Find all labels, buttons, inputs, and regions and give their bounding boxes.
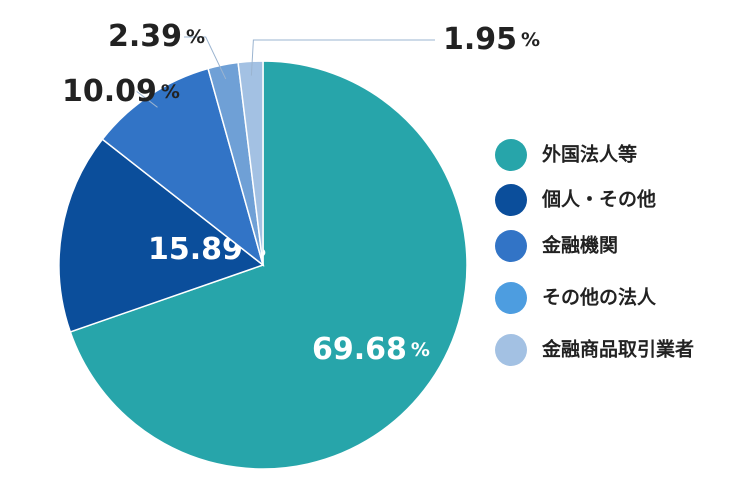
data-label: 69.68% bbox=[312, 332, 430, 367]
data-label-unit: % bbox=[161, 81, 180, 103]
data-label-value: 10.09 bbox=[62, 74, 157, 109]
data-label-unit: % bbox=[186, 26, 205, 48]
leader-line bbox=[136, 91, 158, 108]
legend-label: 金融商品取引業者 bbox=[541, 338, 694, 361]
data-label-value: 2.39 bbox=[108, 19, 182, 54]
legend-label: その他の法人 bbox=[542, 286, 657, 309]
legend-swatch bbox=[495, 230, 527, 262]
data-label: 2.39% bbox=[108, 19, 205, 54]
legend-swatch bbox=[495, 282, 527, 314]
leader-line bbox=[184, 36, 227, 80]
data-label-unit: % bbox=[411, 339, 430, 361]
leader-line bbox=[250, 39, 435, 76]
data-label: 10.09% bbox=[62, 74, 180, 109]
pie-slice bbox=[69, 60, 468, 470]
legend-label: 外国法人等 bbox=[542, 143, 637, 166]
legend-label: 金融機関 bbox=[541, 234, 618, 257]
pie-slice bbox=[101, 67, 265, 267]
data-label-unit: % bbox=[521, 29, 540, 51]
legend-swatch bbox=[495, 184, 527, 216]
legend-swatch bbox=[495, 139, 527, 171]
data-label-value: 1.95 bbox=[443, 22, 517, 57]
pie-slice bbox=[58, 138, 265, 333]
legend-label: 個人・その他 bbox=[541, 188, 656, 211]
pie-slice bbox=[237, 60, 264, 266]
data-label-value: 69.68 bbox=[312, 332, 407, 367]
legend-swatch bbox=[495, 334, 527, 366]
data-label: 1.95% bbox=[443, 22, 540, 57]
